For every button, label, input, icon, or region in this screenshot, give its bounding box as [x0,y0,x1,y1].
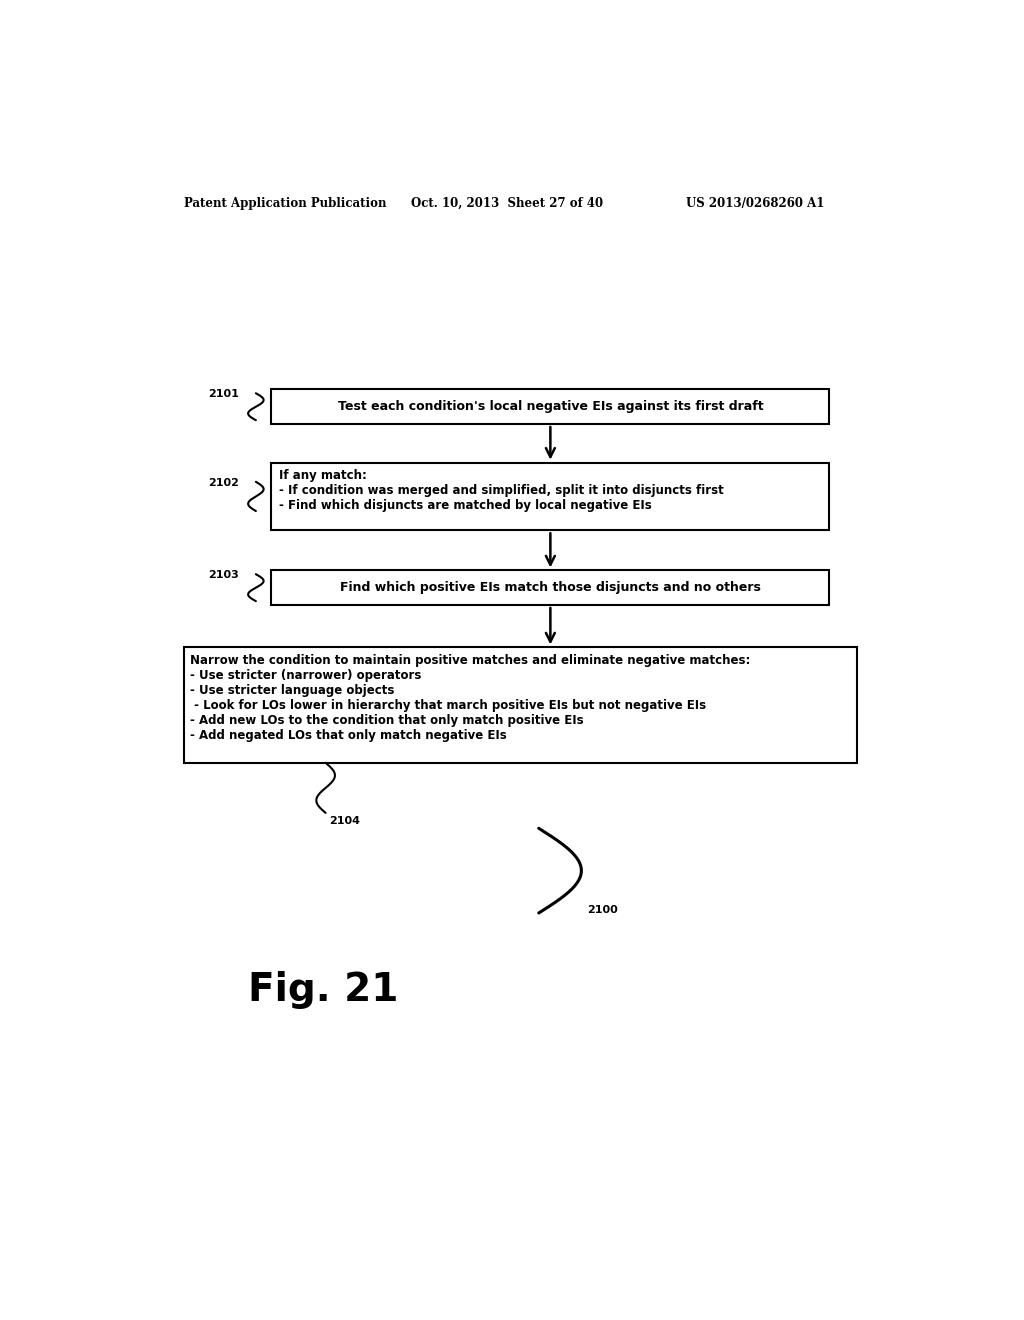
Text: Find which positive EIs match those disjuncts and no others: Find which positive EIs match those disj… [340,581,761,594]
Text: Test each condition's local negative EIs against its first draft: Test each condition's local negative EIs… [338,400,763,413]
Text: Patent Application Publication: Patent Application Publication [183,197,386,210]
Text: If any match:
- If condition was merged and simplified, split it into disjuncts : If any match: - If condition was merged … [280,469,724,512]
Text: 2100: 2100 [587,906,617,915]
Text: Narrow the condition to maintain positive matches and eliminate negative matches: Narrow the condition to maintain positiv… [190,653,751,742]
Text: 2104: 2104 [330,816,360,826]
Text: Fig. 21: Fig. 21 [248,972,398,1008]
Text: Oct. 10, 2013  Sheet 27 of 40: Oct. 10, 2013 Sheet 27 of 40 [411,197,603,210]
FancyBboxPatch shape [271,462,829,531]
Text: 2102: 2102 [208,478,239,487]
FancyBboxPatch shape [271,389,829,424]
FancyBboxPatch shape [271,570,829,605]
FancyBboxPatch shape [183,647,856,763]
Text: 2103: 2103 [208,570,239,581]
Text: US 2013/0268260 A1: US 2013/0268260 A1 [686,197,824,210]
Text: 2101: 2101 [208,389,239,400]
